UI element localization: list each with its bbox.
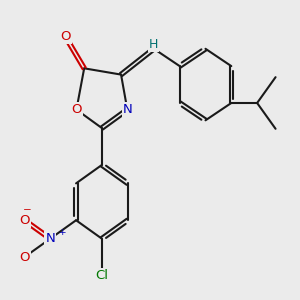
Text: O: O bbox=[71, 103, 82, 116]
Text: O: O bbox=[19, 250, 30, 264]
Text: +: + bbox=[58, 228, 65, 237]
Text: N: N bbox=[45, 232, 55, 245]
Text: −: − bbox=[23, 205, 32, 215]
Text: Cl: Cl bbox=[95, 269, 108, 282]
Text: H: H bbox=[149, 38, 159, 51]
Text: N: N bbox=[122, 103, 132, 116]
Text: O: O bbox=[19, 214, 30, 227]
Text: O: O bbox=[60, 30, 70, 43]
